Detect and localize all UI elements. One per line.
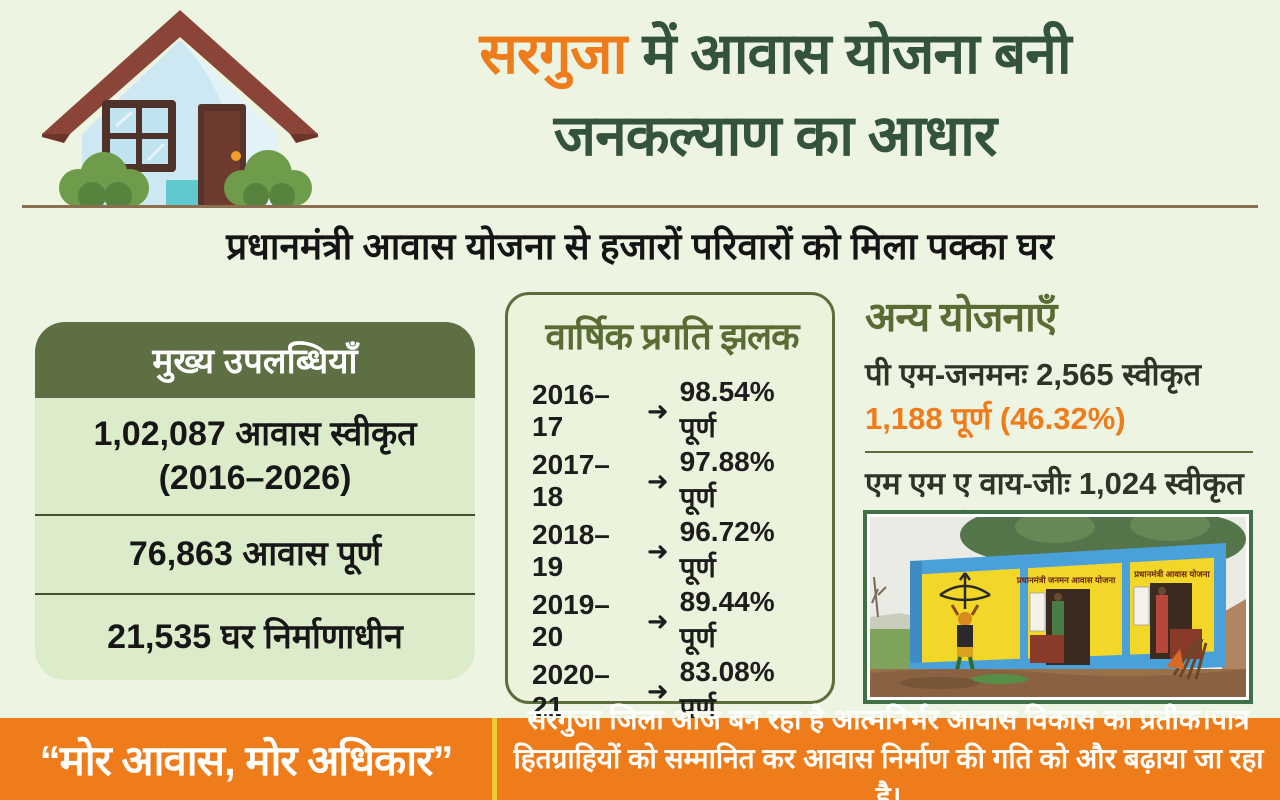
footer-text-line2: हितग्राहियों को सम्मानित कर आवास निर्माण… — [513, 742, 1264, 800]
title-line1: सरगुजा में आवास योजना बनी — [310, 14, 1240, 96]
photo-sign-left: प्रधानमंत्री जनमन आवास योजना — [1016, 575, 1116, 585]
progress-year: 2019–20 — [532, 589, 610, 652]
housing-scheme-photo: प्रधानमंत्री जनमन आवास योजना प्रधानमंत्र… — [863, 510, 1253, 704]
progress-row-2020-21: 2020–21 ➜ 83.08% पूर्ण — [532, 656, 812, 726]
other-schemes-title: अन्य योजनाएँ — [865, 294, 1057, 340]
annual-progress-title: वार्षिक प्रगति झलक — [545, 316, 799, 357]
achievement-item-sanctioned: 1,02,087 आवास स्वीकृत (2016–2026) — [35, 398, 475, 514]
achievements-body: 1,02,087 आवास स्वीकृत (2016–2026) 76,863… — [35, 398, 475, 680]
achievement-item-line2: (2016–2026) — [158, 459, 352, 497]
progress-row-2017-18: 2017–18 ➜ 97.88% पूर्ण — [532, 446, 812, 516]
progress-row-2018-19: 2018–19 ➜ 96.72% पूर्ण — [532, 516, 812, 586]
scheme-pm-janman-progress: 1,188 पूर्ण (46.32%) — [865, 401, 1126, 436]
subtitle: प्रधानमंत्री आवास योजना से हजारों परिवार… — [226, 226, 1054, 267]
progress-row-2016-17: 2016–17 ➜ 98.54% पूर्ण — [532, 376, 812, 446]
page-title: सरगुजा में आवास योजना बनी जनकल्याण का आधा… — [310, 14, 1240, 177]
arrow-right-icon: ➜ — [646, 535, 669, 566]
progress-year: 2017–18 — [532, 449, 610, 512]
achievements-title: मुख्य उपलब्धियाँ — [35, 322, 475, 398]
progress-value: 83.08% पूर्ण — [679, 656, 775, 723]
footer-banner: “मोर आवास, मोर अधिकार” सरगुजा जिला आज बन… — [0, 704, 1280, 800]
progress-row-2019-20: 2019–20 ➜ 89.44% पूर्ण — [532, 586, 812, 656]
progress-year: 2018–19 — [532, 519, 610, 582]
arrow-right-icon: ➜ — [646, 395, 669, 426]
arrow-right-icon: ➜ — [646, 675, 669, 706]
footer-quote: “मोर आवास, मोर अधिकार” — [39, 736, 454, 784]
scheme-pm-janman-name: पी एम-जनमनः 2,565 स्वीकृत — [865, 357, 1202, 392]
scheme-mmay-g-name: एम एम ए वाय-जीः 1,024 स्वीकृत — [865, 466, 1244, 501]
arrow-right-icon: ➜ — [646, 605, 669, 636]
progress-value: 96.72% पूर्ण — [679, 516, 775, 583]
progress-value: 98.54% पूर्ण — [679, 376, 775, 443]
scheme-divider — [865, 451, 1253, 453]
house-icon — [30, 4, 330, 210]
progress-year: 2020–21 — [532, 659, 610, 722]
achievement-item-under-construction: 21,535 घर निर्माणाधीन — [35, 593, 475, 680]
footer-divider — [492, 718, 497, 800]
achievement-item-line1: 1,02,087 आवास स्वीकृत — [93, 414, 417, 453]
housing-photo-illustration: प्रधानमंत्री जनमन आवास योजना प्रधानमंत्र… — [870, 517, 1246, 697]
title-line1-rest: में आवास योजना बनी — [642, 22, 1071, 86]
other-schemes-panel: अन्य योजनाएँ पी एम-जनमनः 2,565 स्वीकृत 1… — [865, 288, 1253, 548]
title-highlight: सरगुजा — [479, 22, 627, 86]
photo-sign-right: प्रधानमंत्री आवास योजना — [1133, 569, 1210, 579]
progress-value: 97.88% पूर्ण — [679, 446, 775, 513]
horizontal-rule — [22, 205, 1258, 208]
progress-value: 89.44% पूर्ण — [679, 586, 775, 653]
footer-text-line1: सरगुजा जिला आज बन रहा है आत्मनिर्भर आवास… — [527, 704, 1250, 736]
arrow-right-icon: ➜ — [646, 465, 669, 496]
footer-text: सरगुजा जिला आज बन रहा है आत्मनिर्भर आवास… — [497, 704, 1280, 800]
achievements-panel: मुख्य उपलब्धियाँ 1,02,087 आवास स्वीकृत (… — [35, 322, 475, 680]
annual-progress-panel: वार्षिक प्रगति झलक 2016–17 ➜ 98.54% पूर्… — [505, 292, 835, 793]
achievement-item-completed: 76,863 आवास पूर्ण — [35, 514, 475, 593]
progress-year: 2016–17 — [532, 379, 610, 442]
title-line2: जनकल्याण का आधार — [553, 103, 997, 168]
